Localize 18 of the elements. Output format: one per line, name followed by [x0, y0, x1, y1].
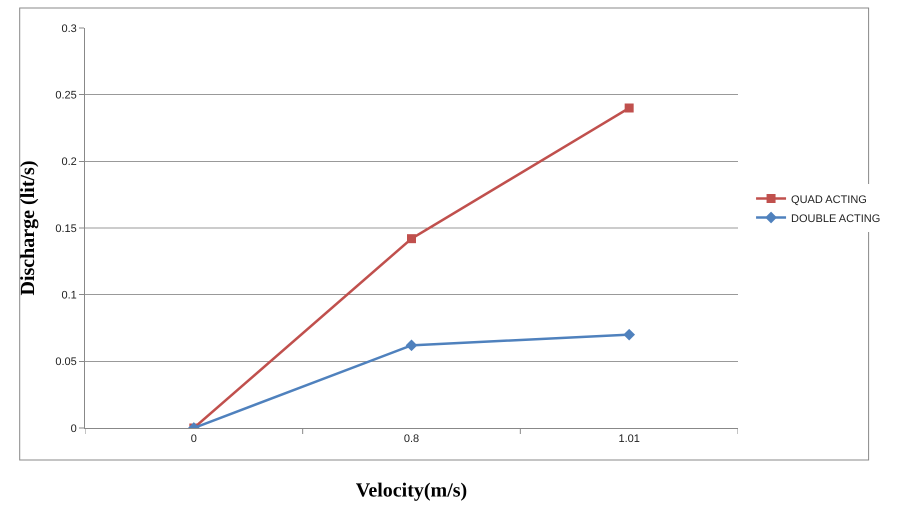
- y-axis-title: Discharge (lit/s): [16, 160, 39, 296]
- point: [624, 104, 634, 112]
- x-axis-title: Velocity(m/s): [356, 480, 468, 502]
- y-tick-label: 0: [70, 422, 77, 435]
- y-tick-label: 0.25: [55, 90, 77, 102]
- y-tick-label: 0.2: [62, 156, 77, 168]
- x-tick-label: 1.01: [618, 433, 640, 446]
- x-tick-label: 0: [190, 433, 197, 446]
- y-tick-label: 0.3: [62, 22, 77, 35]
- y-tick-label: 0.05: [55, 356, 77, 368]
- y-tick-label: 0.1: [62, 290, 77, 302]
- y-tick-label: 0.15: [55, 222, 77, 235]
- legend-label: QUAD ACTING: [791, 194, 867, 206]
- x-tick-label: 0.8: [404, 433, 420, 446]
- point: [623, 328, 636, 341]
- legend-label: DOUBLE ACTING: [791, 212, 880, 225]
- point: [406, 339, 418, 352]
- point: [407, 234, 416, 244]
